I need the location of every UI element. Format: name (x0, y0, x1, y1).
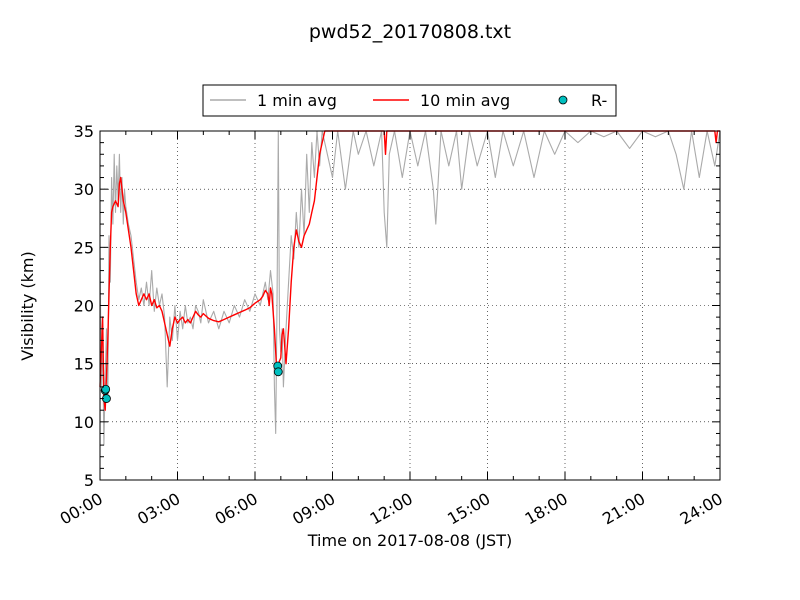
y-tick-label: 5 (84, 471, 94, 490)
series-line-1min-avg (99, 130, 721, 446)
chart-title: pwd52_20170808.txt (309, 21, 511, 43)
y-tick-label: 35 (74, 122, 94, 141)
y-tick-labels: 5 10 15 20 25 30 35 (74, 122, 94, 490)
legend-1min-label: 1 min avg (257, 91, 337, 110)
y-tick-label: 20 (74, 297, 94, 316)
y-axis-label: Visibility (km) (18, 251, 37, 360)
y-tick-label: 10 (74, 413, 94, 432)
x-axis-label: Time on 2017-08-08 (JST) (307, 531, 512, 550)
rain-marker-point (273, 367, 283, 377)
legend-box (202, 84, 617, 117)
legend: 1 min avg 10 min avg R- (202, 84, 617, 117)
y-tick-label: 30 (74, 180, 94, 199)
legend-rain-marker (558, 95, 568, 105)
series-layer (99, 130, 721, 446)
axis-ticks (99, 130, 721, 481)
series-line-10min-avg (99, 130, 720, 411)
legend-10min-label: 10 min avg (420, 91, 510, 110)
y-tick-label: 15 (74, 355, 94, 374)
plot-frame (99, 130, 721, 481)
y-tick-label: 25 (74, 238, 94, 257)
grid (99, 131, 721, 480)
legend-rain-label: R- (591, 91, 607, 110)
